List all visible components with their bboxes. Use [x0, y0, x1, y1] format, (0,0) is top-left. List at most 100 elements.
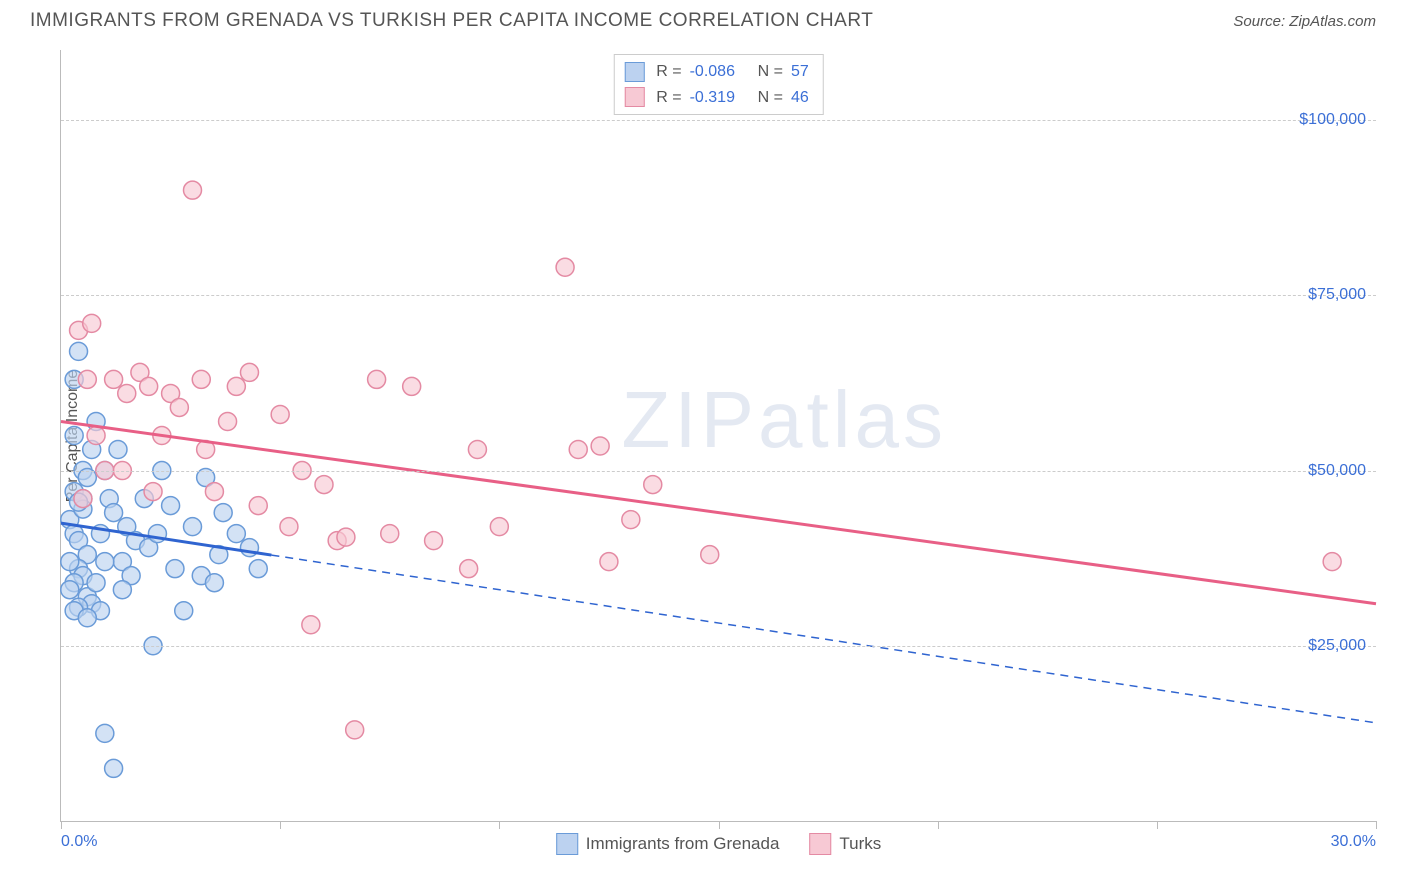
scatter-point [425, 532, 443, 550]
scatter-point [192, 370, 210, 388]
scatter-point [205, 483, 223, 501]
scatter-point [83, 314, 101, 332]
scatter-point [600, 553, 618, 571]
scatter-point [460, 560, 478, 578]
scatter-point [490, 518, 508, 536]
legend-n-label: N = [758, 59, 783, 85]
chart-title: IMMIGRANTS FROM GRENADA VS TURKISH PER C… [30, 10, 873, 32]
header: IMMIGRANTS FROM GRENADA VS TURKISH PER C… [20, 10, 1386, 40]
legend-r-value: -0.086 [690, 59, 750, 85]
chart-container: IMMIGRANTS FROM GRENADA VS TURKISH PER C… [0, 0, 1406, 892]
scatter-point [249, 560, 267, 578]
gridline [61, 295, 1376, 296]
scatter-point [140, 377, 158, 395]
legend-series-item: Immigrants from Grenada [556, 833, 780, 855]
x-tick [499, 821, 500, 829]
scatter-point [381, 525, 399, 543]
y-tick-label: $25,000 [1308, 637, 1366, 655]
scatter-point [96, 553, 114, 571]
scatter-point [113, 581, 131, 599]
legend-r-label: R = [656, 59, 681, 85]
scatter-point [403, 377, 421, 395]
scatter-point [315, 476, 333, 494]
scatter-point [105, 759, 123, 777]
y-tick-label: $75,000 [1308, 286, 1366, 304]
scatter-point [74, 490, 92, 508]
legend-r-label: R = [656, 85, 681, 111]
scatter-point [65, 427, 83, 445]
source: Source: ZipAtlas.com [1233, 13, 1376, 30]
legend-n-value: 57 [791, 59, 809, 85]
scatter-point [271, 405, 289, 423]
source-value: ZipAtlas.com [1289, 13, 1376, 30]
x-tick-label: 30.0% [1331, 833, 1376, 851]
legend-stats-row: R = -0.319 N = 46 [624, 85, 808, 111]
scatter-point [109, 441, 127, 459]
scatter-point [219, 412, 237, 430]
scatter-point [468, 441, 486, 459]
x-tick [1376, 821, 1377, 829]
legend-series-item: Turks [809, 833, 881, 855]
scatter-point [346, 721, 364, 739]
scatter-point [240, 363, 258, 381]
scatter-point [205, 574, 223, 592]
legend-series: Immigrants from Grenada Turks [556, 833, 882, 855]
scatter-point [144, 483, 162, 501]
scatter-point [105, 504, 123, 522]
scatter-point [162, 497, 180, 515]
scatter-point [105, 370, 123, 388]
scatter-point [302, 616, 320, 634]
gridline [61, 120, 1376, 121]
scatter-point [87, 574, 105, 592]
x-tick [719, 821, 720, 829]
x-tick-label: 0.0% [61, 833, 97, 851]
scatter-point [170, 398, 188, 416]
legend-n-label: N = [758, 85, 783, 111]
scatter-point [337, 528, 355, 546]
scatter-point [184, 518, 202, 536]
legend-r-value: -0.319 [690, 85, 750, 111]
scatter-point [175, 602, 193, 620]
scatter-point [556, 258, 574, 276]
legend-stats-box: R = -0.086 N = 57 R = -0.319 N = 46 [613, 54, 823, 115]
scatter-point [227, 377, 245, 395]
scatter-point [166, 560, 184, 578]
scatter-point [249, 497, 267, 515]
legend-swatch [809, 833, 831, 855]
scatter-point [61, 581, 79, 599]
scatter-point [368, 370, 386, 388]
scatter-point [1323, 553, 1341, 571]
scatter-point [78, 609, 96, 627]
plot-area: Per Capita Income R =-0.086N =57R =-0.31… [60, 50, 1376, 822]
x-tick [938, 821, 939, 829]
scatter-point [622, 511, 640, 529]
scatter-point [70, 342, 88, 360]
legend-swatch [556, 833, 578, 855]
scatter-point [227, 525, 245, 543]
y-tick-label: $100,000 [1299, 111, 1366, 129]
legend-swatch [624, 87, 644, 107]
scatter-point [96, 724, 114, 742]
scatter-point [701, 546, 719, 564]
scatter-point [569, 441, 587, 459]
scatter-point [644, 476, 662, 494]
scatter-point [591, 437, 609, 455]
scatter-point [280, 518, 298, 536]
legend-series-label: Turks [839, 834, 881, 854]
x-tick [280, 821, 281, 829]
legend-stats-row: R = -0.086 N = 57 [624, 59, 808, 85]
scatter-point [184, 181, 202, 199]
legend-n-value: 46 [791, 85, 809, 111]
source-label: Source: [1233, 13, 1285, 30]
scatter-point [118, 384, 136, 402]
gridline [61, 471, 1376, 472]
scatter-point [214, 504, 232, 522]
scatter-point [87, 427, 105, 445]
x-tick [61, 821, 62, 829]
y-tick-label: $50,000 [1308, 462, 1366, 480]
legend-swatch [624, 62, 644, 82]
legend-series-label: Immigrants from Grenada [586, 834, 780, 854]
plot-svg [61, 50, 1376, 821]
x-tick [1157, 821, 1158, 829]
scatter-point [78, 370, 96, 388]
